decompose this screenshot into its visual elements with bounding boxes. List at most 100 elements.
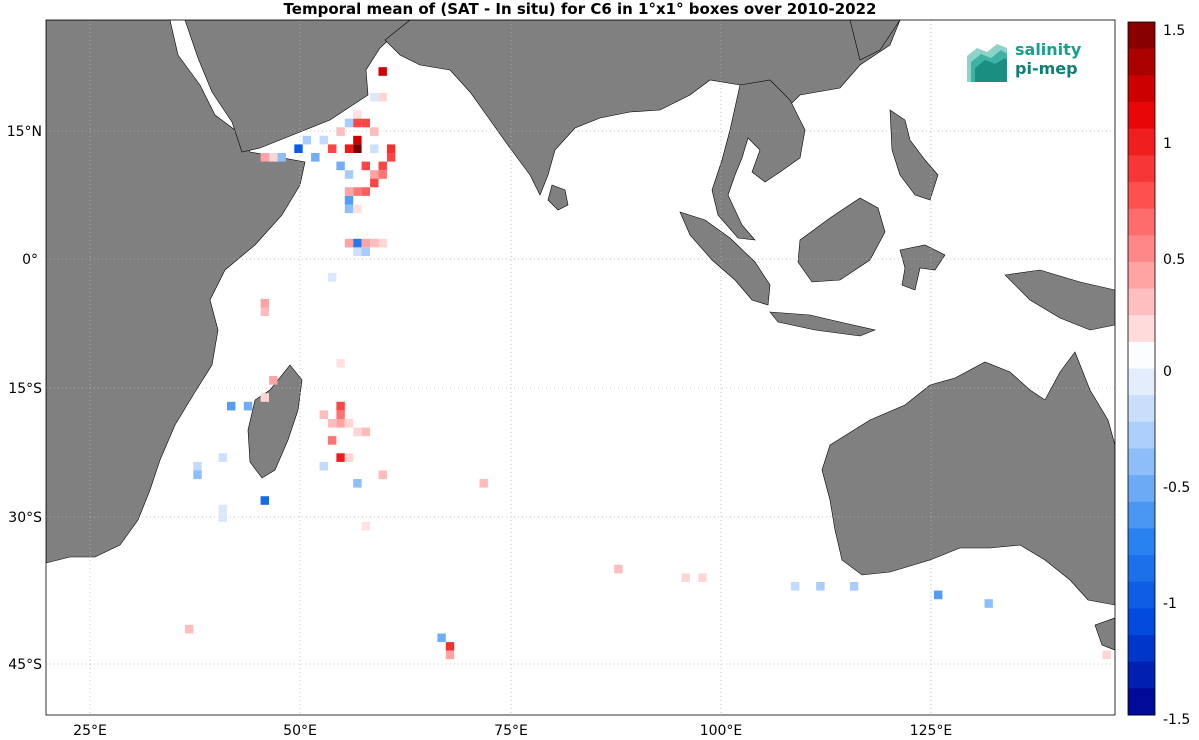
data-cell-0 — [378, 67, 387, 76]
data-cell-63 — [218, 453, 227, 462]
colorbar-tick-m1p5: -1.5 — [1163, 712, 1190, 728]
data-cell-40 — [378, 238, 387, 248]
colorbar-level-4 — [1128, 128, 1155, 156]
data-cell-25 — [378, 161, 387, 171]
land-australia — [821, 351, 1115, 606]
colorbar-level-19 — [1128, 528, 1155, 556]
lon-tick-100: 100°E — [700, 723, 743, 739]
data-cell-16 — [386, 144, 396, 153]
colorbar — [1128, 22, 1155, 716]
data-cell-43 — [328, 273, 337, 282]
colorbar-level-13 — [1128, 368, 1155, 396]
data-cell-60 — [336, 453, 345, 462]
data-cell-56 — [344, 419, 354, 428]
colorbar-level-17 — [1128, 475, 1155, 503]
data-cell-58 — [361, 427, 370, 437]
data-cell-46 — [336, 358, 345, 368]
data-cell-39 — [370, 238, 379, 248]
data-cell-80 — [984, 599, 993, 608]
data-cell-47 — [269, 376, 278, 385]
colorbar-level-6 — [1128, 181, 1155, 210]
colorbar-level-9 — [1128, 261, 1155, 290]
data-cell-75 — [698, 573, 707, 582]
lon-tick-labels: 25°E 50°E 75°E 100°E 125°E — [73, 723, 952, 739]
lat-tick-30s: 30°S — [8, 510, 42, 526]
land-tasmania — [1094, 617, 1115, 651]
lon-tick-75: 75°E — [494, 723, 528, 739]
map-frame — [45, 19, 1116, 716]
data-cell-5 — [353, 118, 362, 128]
data-cell-32 — [344, 187, 354, 196]
colorbar-level-21 — [1128, 581, 1155, 609]
colorbar-level-1 — [1128, 48, 1155, 76]
land-newguinea — [1004, 269, 1115, 331]
data-cell-79 — [934, 590, 943, 600]
lat-tick-15n: 15°N — [7, 124, 42, 140]
lat-tick-0: 0° — [22, 252, 38, 268]
data-cell-29 — [370, 178, 379, 188]
data-cell-55 — [336, 419, 345, 428]
figure-title: Temporal mean of (SAT - In situ) for C6 … — [283, 0, 877, 18]
colorbar-level-14 — [1128, 395, 1155, 423]
salinity-pimep-logo: salinity pi-mep — [965, 38, 1105, 88]
data-cell-54 — [328, 419, 337, 428]
data-cell-20 — [269, 153, 278, 162]
data-cell-1 — [370, 92, 379, 102]
colorbar-level-16 — [1128, 448, 1155, 476]
land-java — [769, 311, 877, 337]
data-cell-11 — [344, 144, 354, 153]
colorbar-level-10 — [1128, 288, 1155, 316]
colorbar-level-24 — [1128, 661, 1155, 689]
land-srilanka — [547, 184, 569, 211]
data-cell-64 — [193, 461, 202, 471]
data-cell-35 — [353, 204, 362, 214]
data-cell-37 — [353, 238, 362, 248]
colorbar-level-25 — [1128, 688, 1155, 716]
land-layer — [46, 20, 1115, 651]
data-cell-62 — [319, 461, 328, 471]
data-cell-22 — [311, 153, 320, 162]
colorbar-level-20 — [1128, 555, 1155, 583]
data-cell-23 — [336, 161, 345, 171]
data-cell-84 — [445, 650, 455, 660]
land-philippines — [889, 109, 939, 201]
colorbar-level-8 — [1128, 235, 1155, 263]
data-cell-14 — [328, 144, 337, 153]
colorbar-frame — [1127, 21, 1156, 716]
data-cell-45 — [260, 307, 269, 316]
data-cell-85 — [1102, 650, 1111, 660]
colorbar-level-2 — [1128, 75, 1155, 103]
lon-tick-25: 25°E — [73, 723, 107, 739]
data-cell-81 — [184, 624, 194, 634]
data-cell-13 — [353, 144, 362, 153]
data-cell-26 — [370, 170, 379, 179]
colorbar-level-3 — [1128, 101, 1155, 130]
data-cell-9 — [302, 135, 312, 145]
data-cell-83 — [445, 642, 455, 651]
land-asia-north — [384, 20, 901, 196]
land-indochina-east — [849, 20, 901, 61]
data-cell-28 — [344, 170, 354, 179]
data-cell-70 — [218, 504, 227, 514]
data-cell-17 — [386, 153, 396, 162]
data-cell-48 — [260, 393, 269, 402]
data-cell-4 — [344, 118, 354, 128]
lat-tick-45s: 45°S — [8, 657, 42, 673]
data-cell-66 — [378, 470, 387, 480]
data-cell-73 — [614, 564, 623, 574]
data-cell-57 — [353, 427, 362, 437]
data-cell-7 — [370, 127, 379, 136]
data-cell-42 — [361, 247, 370, 256]
colorbar-level-15 — [1128, 421, 1155, 449]
data-cell-53 — [319, 410, 328, 419]
data-cell-49 — [227, 401, 236, 411]
data-cell-77 — [816, 582, 825, 591]
land-madagascar — [247, 364, 303, 479]
colorbar-tick-m0p5: -0.5 — [1163, 480, 1190, 496]
data-cell-41 — [353, 247, 362, 256]
data-cell-71 — [218, 513, 227, 522]
logo-wave-icon — [967, 44, 1007, 82]
colorbar-level-0 — [1128, 22, 1155, 50]
colorbar-tick-m1: -1 — [1163, 596, 1177, 612]
